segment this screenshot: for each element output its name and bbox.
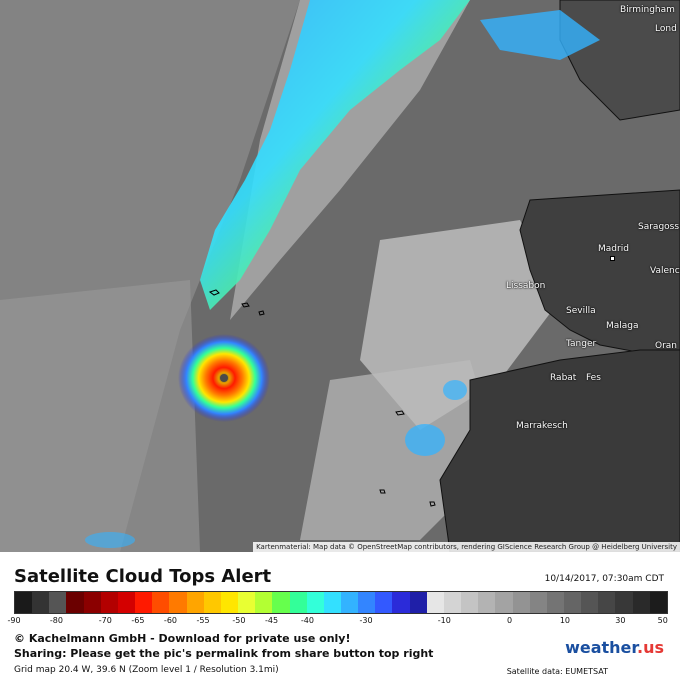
- city-label-oran: Oran: [655, 341, 678, 351]
- scale-swatch: [461, 592, 479, 613]
- city-label-rabat: Rabat: [550, 373, 577, 383]
- scale-tick-label: -55: [196, 616, 210, 625]
- satellite-data-credit: Satellite data: EUMETSAT: [506, 667, 608, 676]
- city-label-marrakesch: Marrakesch: [516, 421, 568, 431]
- grid-info: Grid map 20.4 W, 39.6 N (Zoom level 1 / …: [14, 665, 279, 675]
- scale-swatch: [375, 592, 393, 613]
- scale-tick-label: -40: [300, 616, 314, 625]
- city-label-birmingham: Birmingham: [620, 5, 675, 15]
- legend-panel: Satellite Cloud Tops Alert 10/14/2017, 0…: [0, 552, 680, 680]
- scale-tick-label: 30: [615, 616, 626, 625]
- scale-tick-label: -50: [232, 616, 246, 625]
- scale-swatch: [135, 592, 153, 613]
- scale-swatch: [203, 592, 221, 613]
- scale-swatch: [495, 592, 513, 613]
- scale-swatch: [564, 592, 582, 613]
- scale-tick-label: -90: [7, 616, 21, 625]
- city-label-valencia: Valenc: [650, 266, 680, 276]
- map-attribution: Kartenmaterial: Map data © OpenStreetMap…: [253, 542, 680, 552]
- scale-swatch: [100, 592, 118, 613]
- scale-swatch: [581, 592, 599, 613]
- scale-tick-label: -60: [163, 616, 178, 625]
- scale-tick-label: 50: [657, 616, 668, 625]
- scale-swatch: [32, 592, 50, 613]
- city-label-fes: Fes: [586, 373, 601, 383]
- weather-us-logo[interactable]: weather.us: [565, 638, 664, 657]
- scale-swatch: [15, 592, 33, 613]
- scale-swatch: [649, 592, 667, 613]
- scale-ticks: -90 -80 -70 -65 -60 -55 -50 -45 -40 -30 -10 0 10 30 50: [7, 616, 668, 628]
- scale-swatch: [512, 592, 530, 613]
- scale-swatch: [546, 592, 564, 613]
- scale-swatch: [186, 592, 204, 613]
- scale-swatch: [220, 592, 239, 613]
- scale-tick-label: 0: [506, 616, 513, 625]
- city-label-lisbon: Lissabon: [506, 281, 546, 291]
- scale-swatch: [66, 592, 84, 613]
- scale-swatch: [443, 592, 462, 613]
- scale-swatch: [238, 592, 256, 613]
- timestamp: 10/14/2017, 07:30am CDT: [544, 574, 664, 584]
- scale-swatch: [169, 592, 187, 613]
- city-label-tanger: Tanger: [566, 339, 597, 349]
- scale-tick-label: -70: [98, 616, 112, 625]
- copyright-text: © Kachelmann GmbH - Download for private…: [14, 632, 351, 645]
- scale-swatch: [255, 592, 273, 613]
- scale-swatch: [409, 592, 427, 613]
- city-label-madrid: Madrid: [598, 244, 629, 254]
- scale-swatch: [340, 592, 359, 613]
- scale-swatch: [529, 592, 547, 613]
- satellite-imagery: [0, 0, 680, 552]
- scale-swatch: [152, 592, 170, 613]
- scale-swatch: [272, 592, 290, 613]
- city-label-saragossa: Saragoss: [638, 222, 680, 232]
- scale-swatch: [632, 592, 650, 613]
- city-label-london: Lond: [655, 24, 677, 34]
- city-dot: [610, 256, 615, 261]
- scale-swatch: [358, 592, 376, 613]
- logo-suffix: .us: [637, 638, 664, 657]
- scale-swatch: [478, 592, 496, 613]
- scale-swatch: [615, 592, 633, 613]
- scale-swatch: [117, 592, 136, 613]
- scale-swatch: [598, 592, 616, 613]
- scale-swatch: [83, 592, 101, 613]
- scale-swatch: [426, 592, 444, 613]
- color-scale: [14, 591, 668, 614]
- logo-text: weather: [565, 638, 637, 657]
- sharing-text: Sharing: Please get the pic's permalink …: [14, 647, 434, 660]
- scale-tick-label: -80: [49, 616, 63, 625]
- scale-tick-label: -65: [131, 616, 145, 625]
- scale-swatch: [306, 592, 324, 613]
- satellite-map: Birmingham Lond Saragoss Madrid Valenc L…: [0, 0, 680, 552]
- scale-swatch: [289, 592, 307, 613]
- scale-tick-label: 10: [559, 616, 571, 625]
- scale-tick-label: -45: [264, 616, 279, 625]
- city-label-malaga: Malaga: [606, 321, 639, 331]
- scale-swatch: [49, 592, 67, 613]
- scale-swatch: [323, 592, 341, 613]
- city-label-sevilla: Sevilla: [566, 306, 596, 316]
- scale-tick-label: -10: [437, 616, 451, 625]
- scale-tick-label: -30: [359, 616, 373, 625]
- legend-title: Satellite Cloud Tops Alert: [14, 566, 272, 587]
- scale-swatch: [392, 592, 410, 613]
